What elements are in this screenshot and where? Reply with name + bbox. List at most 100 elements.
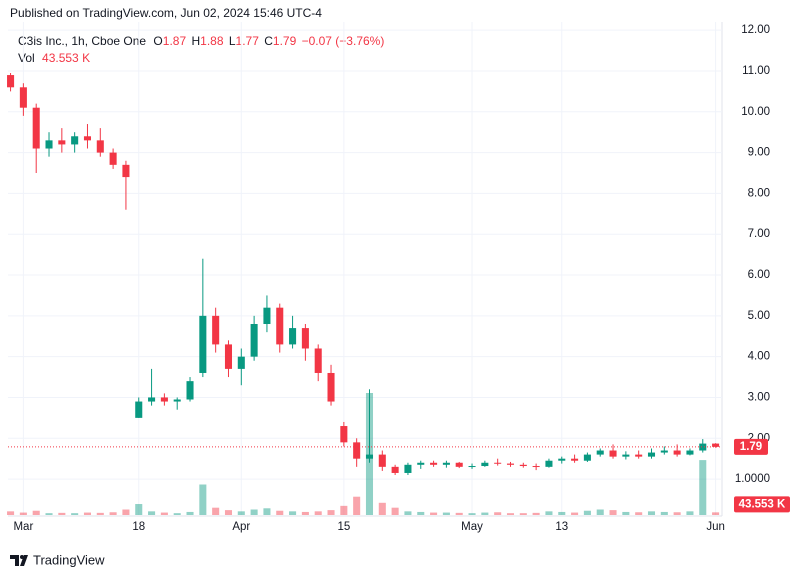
- volume-bar: [417, 511, 425, 515]
- x-tick-label: Apr: [232, 521, 250, 533]
- candle-body: [660, 450, 668, 453]
- volume-bar: [660, 511, 668, 515]
- candle-body: [96, 140, 104, 153]
- y-tick-label: 10.00: [741, 106, 770, 118]
- volume-bar: [494, 512, 502, 515]
- candle-body: [481, 462, 489, 467]
- volume-bar: [71, 513, 79, 515]
- volume-label: Vol: [18, 51, 35, 65]
- volume-bar: [622, 511, 630, 515]
- volume-legend: Vol 43.553 K: [18, 51, 90, 65]
- volume-bar: [609, 510, 617, 515]
- volume-bar: [558, 511, 566, 515]
- volume-bar: [686, 511, 694, 515]
- volume-bar: [583, 510, 591, 515]
- candle-body: [571, 458, 579, 461]
- candle-body: [289, 328, 297, 345]
- candle-body: [455, 462, 463, 467]
- header: Published on TradingView.com, Jun 02, 20…: [10, 6, 322, 20]
- y-tick-label: 7.00: [748, 228, 770, 240]
- candle-body: [353, 442, 361, 459]
- high: 1.88: [200, 34, 224, 48]
- volume-bar: [378, 502, 386, 515]
- volume-bar: [263, 508, 271, 515]
- candle-body: [647, 452, 656, 457]
- last-price-box: [734, 438, 768, 455]
- candle-body: [263, 307, 271, 325]
- volume-bar: [481, 512, 489, 515]
- x-tick-label: 15: [337, 521, 350, 533]
- volume-bar: [647, 511, 656, 515]
- volume-bar: [506, 513, 515, 515]
- y-tick-label: 1.0000: [735, 473, 770, 485]
- volume-bar: [327, 510, 335, 515]
- candle-body: [45, 140, 53, 149]
- x-tick-label: May: [461, 521, 483, 533]
- volume-bar: [699, 460, 707, 515]
- volume-bar: [96, 512, 104, 515]
- candle-body: [673, 450, 681, 455]
- volume-bar: [455, 512, 463, 515]
- volume-bar: [430, 512, 438, 515]
- candle-body: [686, 450, 694, 455]
- x-tick-label: Jun: [706, 521, 725, 533]
- candle-body: [545, 460, 553, 467]
- candle-body: [712, 443, 720, 447]
- volume-bar: [404, 511, 412, 515]
- candle-body: [327, 372, 335, 402]
- last-volume-label: 43.553 K: [739, 498, 786, 510]
- volume-bar: [468, 513, 476, 515]
- volume-bar: [276, 510, 284, 515]
- volume-bar: [301, 511, 309, 515]
- volume-bar: [45, 513, 53, 515]
- low-label: L: [229, 34, 236, 48]
- volume-bar: [32, 510, 40, 515]
- last-volume-box: [734, 496, 790, 513]
- volume-bar: [250, 509, 258, 515]
- candle-body: [699, 443, 707, 451]
- volume-bar: [224, 510, 233, 515]
- y-tick-label: 3.00: [748, 391, 770, 403]
- candle-body: [378, 454, 386, 467]
- last-price-label: 1.79: [740, 441, 762, 453]
- volume-bar: [212, 507, 220, 515]
- volume-bar: [237, 511, 245, 515]
- candle-body: [250, 324, 258, 357]
- candle-body: [417, 462, 425, 465]
- candle-body: [135, 401, 143, 418]
- volume-bar: [58, 512, 66, 515]
- logo-dot: [20, 555, 24, 559]
- x-tick-label: 13: [555, 521, 568, 533]
- candle-body: [160, 397, 168, 402]
- volume-bar: [109, 512, 117, 515]
- volume-bar: [712, 512, 720, 515]
- high-label: H: [191, 34, 200, 48]
- y-tick-label: 8.00: [748, 187, 770, 199]
- candle-body: [365, 454, 374, 459]
- candle-body: [109, 152, 117, 165]
- candle-body: [635, 454, 643, 457]
- volume-bar: [83, 512, 92, 515]
- candle-body: [237, 356, 245, 369]
- low: 1.77: [236, 34, 260, 48]
- candle-body: [609, 450, 617, 457]
- volume-bar: [19, 512, 27, 515]
- candle-body: [301, 328, 309, 349]
- candle-body: [173, 399, 181, 402]
- open-label: O: [153, 34, 162, 48]
- volume-bar: [596, 509, 604, 515]
- candle-body: [19, 87, 27, 108]
- candle-body: [558, 458, 566, 461]
- volume-bar: [635, 512, 643, 515]
- candle-body: [224, 344, 233, 369]
- volume-bar: [391, 507, 399, 515]
- candle-body: [391, 466, 399, 473]
- candle-body: [622, 454, 630, 457]
- symbol: C3is Inc., 1h, Cboe One: [18, 34, 146, 48]
- close-label: C: [264, 34, 273, 48]
- candle-body: [212, 315, 220, 345]
- y-tick-label: 5.00: [748, 310, 770, 322]
- candle-body: [199, 315, 207, 373]
- volume: 43.553 K: [42, 51, 90, 65]
